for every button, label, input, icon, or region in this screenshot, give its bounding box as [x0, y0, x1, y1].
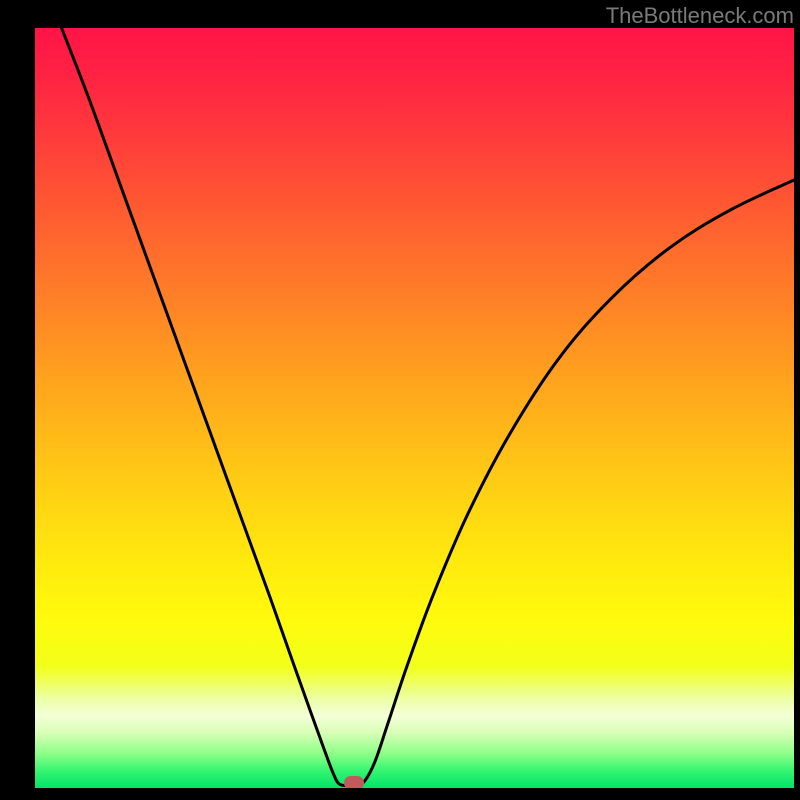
frame-border-right [794, 0, 800, 800]
watermark-text: TheBottleneck.com [606, 3, 794, 29]
frame-border-left [0, 0, 35, 800]
bottleneck-curve [35, 28, 794, 788]
frame-border-bottom [0, 788, 800, 800]
optimal-point-marker [344, 776, 364, 788]
plot-area [35, 28, 794, 788]
